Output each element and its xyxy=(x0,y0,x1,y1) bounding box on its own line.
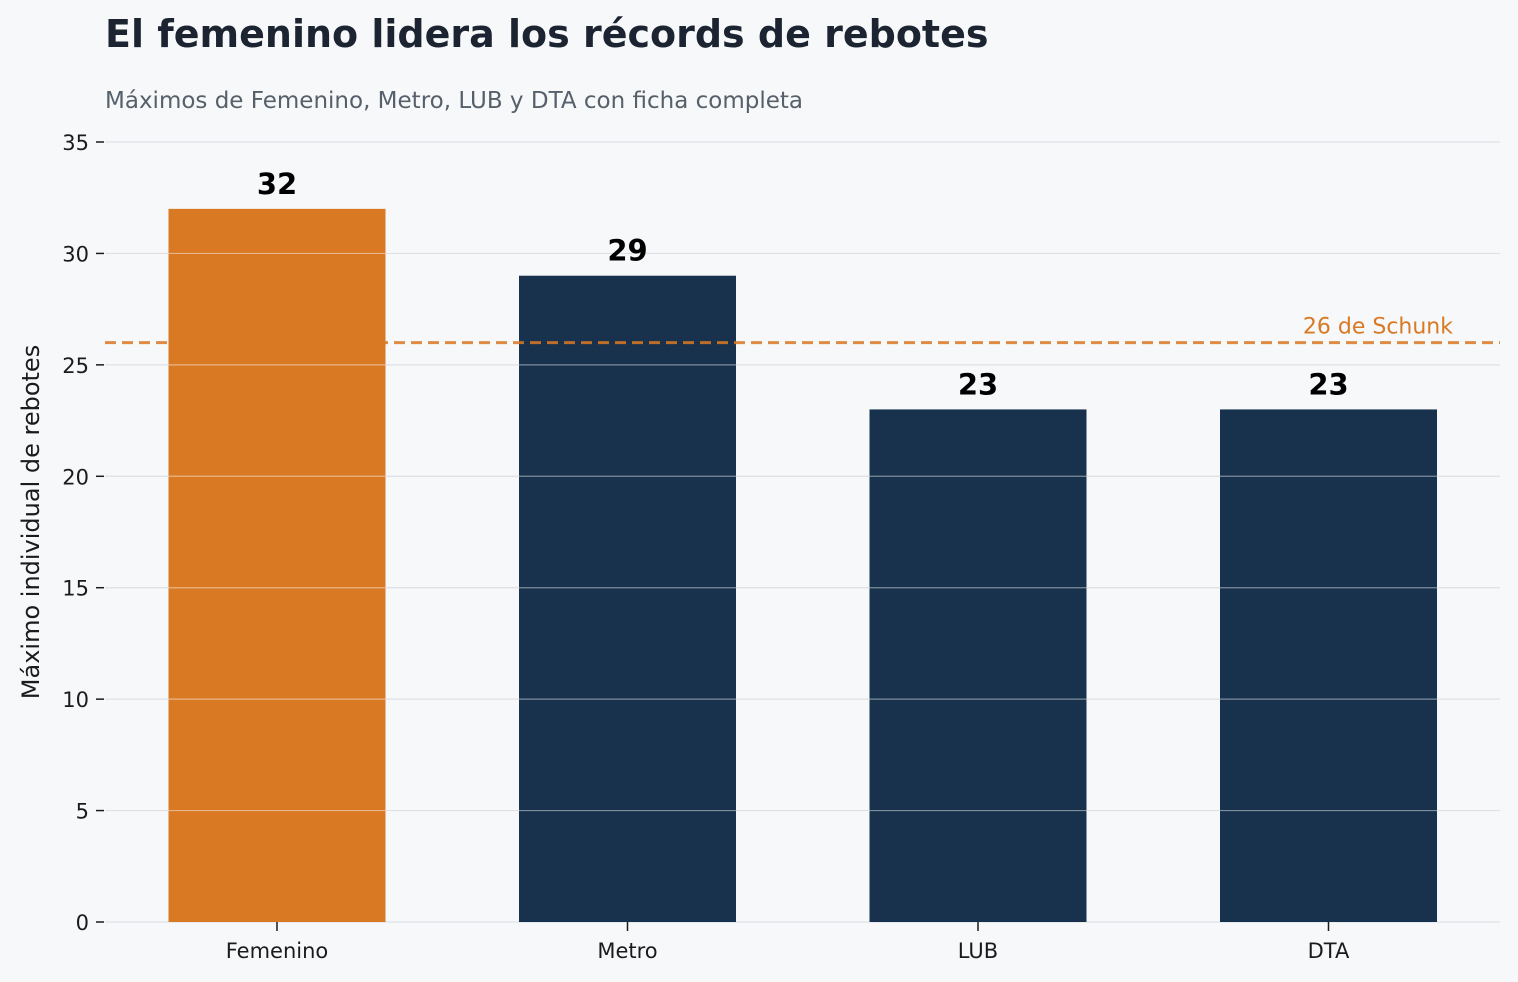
chart-title: El femenino lidera los récords de rebote… xyxy=(105,12,989,56)
bar-value-label: 23 xyxy=(958,367,998,401)
bar-lub xyxy=(869,409,1087,922)
x-tick-label: DTA xyxy=(1308,939,1350,963)
y-tick-label: 0 xyxy=(76,911,89,935)
bar-layer xyxy=(168,208,1437,922)
y-tick-label: 30 xyxy=(62,242,89,266)
label-layer: 32 29 23 23 xyxy=(257,167,1349,402)
x-tick-label: LUB xyxy=(958,939,998,963)
y-tick-label: 25 xyxy=(62,354,89,378)
bar-femenino xyxy=(168,208,386,922)
bar-value-label: 29 xyxy=(607,234,647,268)
reference-layer: 26 de Schunk xyxy=(105,315,1500,345)
bar-metro xyxy=(519,275,736,922)
y-tick-label: 15 xyxy=(62,577,89,601)
chart-subtitle: Máximos de Femenino, Metro, LUB y DTA co… xyxy=(105,88,803,114)
y-tick-label: 5 xyxy=(76,800,89,824)
bar-value-label: 23 xyxy=(1308,367,1348,401)
axis-layer: 0 5 10 15 20 25 30 35 Femenino Metro LUB DTA xyxy=(62,131,1350,963)
x-tick-label: Femenino xyxy=(226,939,329,963)
y-tick-label: 35 xyxy=(62,131,89,155)
x-tick-label: Metro xyxy=(597,939,657,963)
bar-value-label: 32 xyxy=(257,167,297,201)
bar-dta xyxy=(1220,409,1437,922)
reference-line-label: 26 de Schunk xyxy=(1303,315,1453,340)
y-tick-label: 20 xyxy=(62,465,89,489)
y-tick-label: 10 xyxy=(62,688,89,712)
y-axis-title: Máximo individual de rebotes xyxy=(17,345,45,699)
